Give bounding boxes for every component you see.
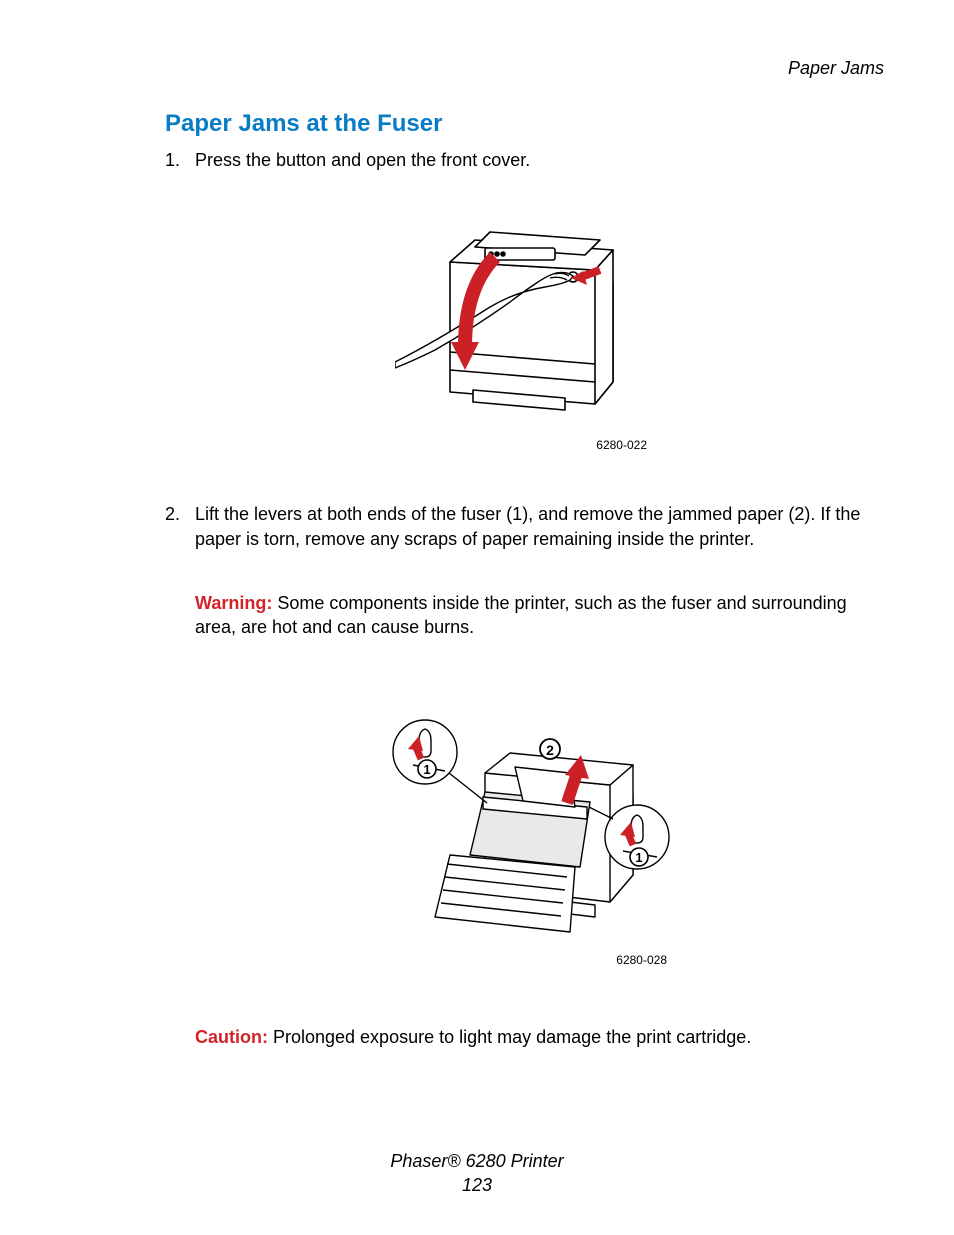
figure-fuser-levers: 1 1 [375,707,675,967]
page-footer: Phaser® 6280 Printer 123 [0,1150,954,1197]
spacer [165,977,885,1007]
warning-paragraph: Warning: Some components inside the prin… [195,591,885,640]
caution-text: Prolonged exposure to light may damage t… [268,1027,751,1047]
spacer [165,657,885,687]
warning-text: Some components inside the printer, such… [195,593,847,637]
callout-1-left: 1 [423,762,430,777]
step-text: Lift the levers at both ends of the fuse… [195,502,885,551]
step-number: 2. [165,502,195,551]
step-1: 1. Press the button and open the front c… [165,148,885,172]
printer-open-cover-illustration [395,192,655,432]
callout-2: 2 [546,742,554,758]
callout-1-right: 1 [635,850,642,865]
figure-caption: 6280-028 [616,953,667,967]
spacer [165,462,885,502]
printer-fuser-illustration: 1 1 [375,707,675,947]
warning-label: Warning: [195,593,272,613]
step-text: Press the button and open the front cove… [195,148,885,172]
running-head: Paper Jams [788,58,884,79]
footer-product: Phaser® 6280 Printer [0,1150,954,1173]
section-title: Paper Jams at the Fuser [165,110,885,138]
spacer [165,559,885,573]
figure-open-front-cover: 6280-022 [395,192,655,452]
caution-paragraph: Caution: Prolonged exposure to light may… [195,1025,885,1049]
footer-page-number: 123 [0,1174,954,1197]
step-number: 1. [165,148,195,172]
figure-caption: 6280-022 [596,438,647,452]
step-2: 2. Lift the levers at both ends of the f… [165,502,885,551]
caution-label: Caution: [195,1027,268,1047]
page: Paper Jams Paper Jams at the Fuser 1. Pr… [0,0,954,1235]
content-area: Paper Jams at the Fuser 1. Press the but… [165,110,885,1068]
